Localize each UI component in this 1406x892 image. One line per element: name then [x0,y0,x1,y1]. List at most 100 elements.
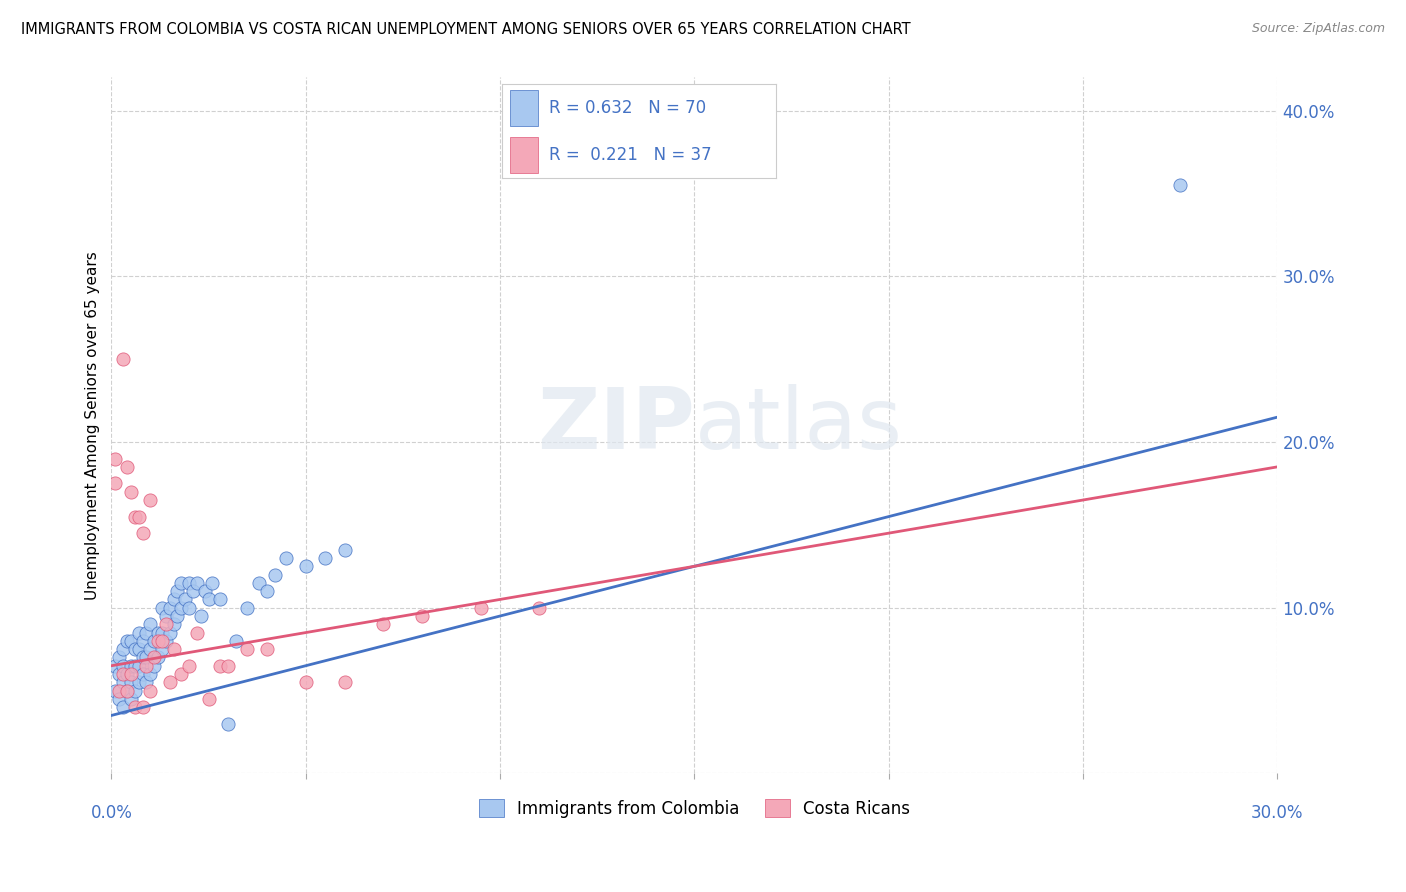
Point [143,650,166,665]
Point [170,667,193,681]
Legend: Immigrants from Colombia, Costa Ricans: Immigrants from Colombia, Costa Ricans [472,793,917,824]
Point [139,493,162,508]
Point [373,617,395,632]
Point [120,658,142,673]
Point [131,633,153,648]
Point [256,584,278,599]
Point [190,609,212,624]
Point [150,600,173,615]
Point [128,625,150,640]
Point [115,683,138,698]
Point [179,575,201,590]
Point [146,625,169,640]
Point [162,592,184,607]
Point [294,675,316,690]
Point [112,658,135,673]
Point [131,526,153,541]
Point [135,650,157,665]
Text: 30.0%: 30.0% [1251,804,1303,822]
Point [333,542,356,557]
Point [135,675,157,690]
Point [217,716,239,731]
Point [104,476,127,491]
Point [108,683,131,698]
Point [217,658,239,673]
Point [120,675,142,690]
Point [112,642,135,657]
Point [124,642,146,657]
Point [139,683,162,698]
Point [225,633,247,648]
Point [131,650,153,665]
Point [115,633,138,648]
Y-axis label: Unemployment Among Seniors over 65 years: Unemployment Among Seniors over 65 years [86,251,100,599]
Point [527,600,550,615]
Point [143,658,166,673]
Point [333,675,356,690]
Point [124,658,146,673]
Point [166,584,188,599]
Text: IMMIGRANTS FROM COLOMBIA VS COSTA RICAN UNEMPLOYMENT AMONG SENIORS OVER 65 YEARS: IMMIGRANTS FROM COLOMBIA VS COSTA RICAN … [21,22,911,37]
Point [108,650,131,665]
Point [186,575,208,590]
Point [162,617,184,632]
Point [209,592,232,607]
Point [197,691,219,706]
Point [115,683,138,698]
Text: 0.0%: 0.0% [90,804,132,822]
Point [139,617,162,632]
Point [155,617,177,632]
Point [131,667,153,681]
Point [247,575,270,590]
Text: ZIP: ZIP [537,384,695,467]
Point [112,352,135,367]
Point [256,642,278,657]
Point [276,551,298,566]
Point [108,691,131,706]
Point [112,700,135,714]
Point [124,683,146,698]
Point [155,633,177,648]
Point [194,584,217,599]
Point [197,592,219,607]
Point [124,700,146,714]
Point [131,700,153,714]
Point [146,650,169,665]
Point [181,584,204,599]
Point [201,575,224,590]
Point [112,675,135,690]
Point [186,625,208,640]
Point [314,551,336,566]
Point [209,658,232,673]
Point [135,658,157,673]
Point [179,600,201,615]
Point [470,600,492,615]
Point [128,642,150,657]
Point [236,600,259,615]
Point [159,625,181,640]
Point [174,592,197,607]
Point [236,642,259,657]
Point [170,575,193,590]
Point [139,667,162,681]
Point [159,600,181,615]
Point [135,625,157,640]
Point [104,658,127,673]
Point [166,609,188,624]
Point [120,484,142,499]
Point [146,633,169,648]
Point [1168,178,1191,193]
Point [411,609,433,624]
Point [112,667,135,681]
Point [108,667,131,681]
Point [120,633,142,648]
Point [115,459,138,474]
Point [143,633,166,648]
Point [120,667,142,681]
Text: atlas: atlas [695,384,903,467]
Point [294,559,316,574]
Point [104,683,127,698]
Text: Source: ZipAtlas.com: Source: ZipAtlas.com [1251,22,1385,36]
Point [120,691,142,706]
Point [170,600,193,615]
